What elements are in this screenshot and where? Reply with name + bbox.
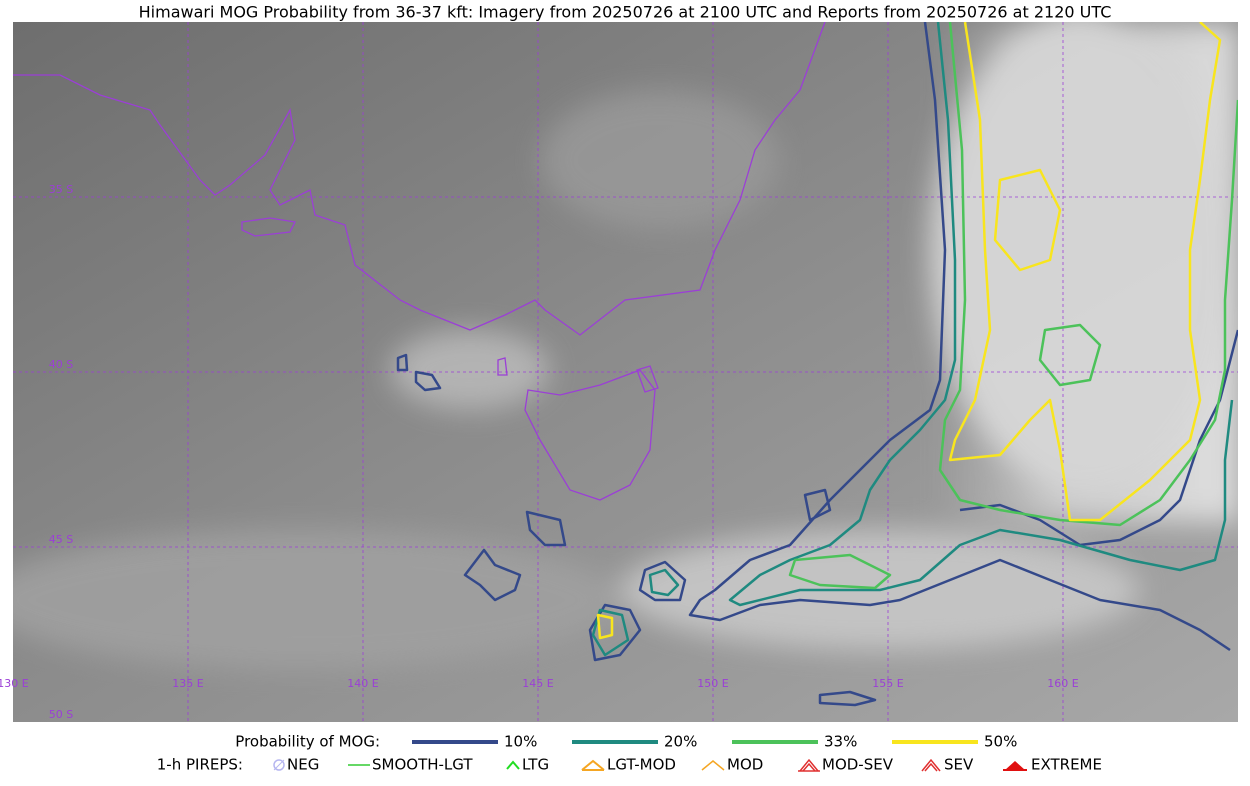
legend-label: 10% (504, 733, 537, 751)
longitude-label: 135 E (172, 677, 203, 690)
longitude-labels: 130 E 135 E 140 E 145 E 150 E 155 E 160 E (0, 677, 1079, 690)
latitude-label: 50 S (49, 708, 73, 721)
pirep-label: MOD-SEV (822, 756, 894, 774)
latitude-labels: 35 S 40 S 45 S 50 S (49, 183, 73, 721)
longitude-label: 150 E (697, 677, 728, 690)
legend-label: 50% (984, 733, 1017, 751)
latitude-label: 40 S (49, 358, 73, 371)
map-title: Himawari MOG Probability from 36-37 kft:… (139, 3, 1112, 22)
pirep-icon (921, 758, 941, 772)
longitude-label: 130 E (0, 677, 29, 690)
longitude-label: 160 E (1047, 677, 1078, 690)
latitude-label: 35 S (49, 183, 73, 196)
latitude-label: 45 S (49, 533, 73, 546)
pirep-icon (581, 759, 605, 771)
longitude-label: 155 E (872, 677, 903, 690)
pirep-label: NEG (287, 756, 319, 774)
pirep-label: MOD (727, 756, 763, 774)
longitude-label: 145 E (522, 677, 553, 690)
pirep-label: EXTREME (1031, 756, 1102, 774)
pirep-icon (798, 758, 820, 772)
pirep-label: SEV (944, 756, 974, 774)
pirep-label: LGT-MOD (607, 756, 676, 774)
legend-label: 33% (824, 733, 857, 751)
satellite-map (13, 22, 1238, 722)
legend-label: 20% (664, 733, 697, 751)
probability-legend-title: Probability of MOG: (235, 733, 380, 751)
pirep-icon (1003, 761, 1027, 771)
pirep-label: SMOOTH-LGT (372, 756, 473, 774)
legend: Probability of MOG: 10% 20% 33% 50% 1-h PIREP… (157, 733, 1102, 774)
longitude-label: 140 E (347, 677, 378, 690)
pirep-icon (273, 759, 285, 771)
pirep-icon (506, 760, 520, 770)
pireps-legend-title: 1-h PIREPS: (157, 756, 243, 774)
pirep-icon (701, 760, 725, 771)
pirep-label: LTG (522, 756, 549, 774)
